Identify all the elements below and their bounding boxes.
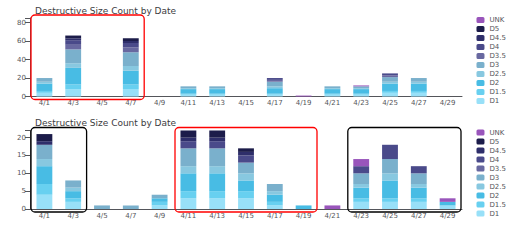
- svg-text:UNK: UNK: [489, 129, 504, 137]
- svg-text:D4.5: D4.5: [489, 147, 506, 155]
- svg-text:D1: D1: [489, 210, 499, 218]
- svg-text:20: 20: [17, 74, 26, 82]
- svg-text:4/9: 4/9: [154, 212, 165, 220]
- svg-text:UNK: UNK: [489, 16, 504, 24]
- svg-text:Destructive Size Count by Date: Destructive Size Count by Date: [35, 6, 177, 16]
- svg-text:D3.5: D3.5: [489, 52, 506, 60]
- svg-text:4/15: 4/15: [238, 212, 254, 220]
- svg-text:D3: D3: [489, 61, 499, 69]
- svg-text:D2.5: D2.5: [489, 183, 506, 191]
- svg-text:D4: D4: [489, 156, 499, 164]
- svg-text:4/5: 4/5: [96, 99, 107, 107]
- svg-text:4/19: 4/19: [296, 99, 312, 107]
- svg-text:D5: D5: [489, 138, 499, 146]
- svg-text:4/11: 4/11: [181, 99, 197, 107]
- svg-text:4/21: 4/21: [325, 99, 341, 107]
- svg-text:D1.5: D1.5: [489, 88, 506, 96]
- svg-text:4/25: 4/25: [382, 212, 398, 220]
- svg-text:D2: D2: [489, 192, 499, 200]
- svg-text:D3: D3: [489, 174, 499, 182]
- svg-text:D5: D5: [489, 25, 499, 33]
- svg-text:4/17: 4/17: [267, 99, 283, 107]
- svg-text:60: 60: [17, 37, 26, 45]
- svg-text:D2: D2: [489, 79, 499, 87]
- svg-text:4/3: 4/3: [68, 212, 79, 220]
- svg-text:D4.5: D4.5: [489, 34, 506, 42]
- svg-text:4/15: 4/15: [238, 99, 254, 107]
- svg-text:D4: D4: [489, 43, 499, 51]
- svg-text:4/29: 4/29: [440, 212, 456, 220]
- svg-text:4/1: 4/1: [39, 99, 50, 107]
- svg-text:80: 80: [17, 19, 26, 27]
- svg-text:5: 5: [22, 187, 26, 195]
- svg-text:4/25: 4/25: [382, 99, 398, 107]
- svg-text:Destructive Size Count by Date: Destructive Size Count by Date: [35, 118, 177, 128]
- svg-text:4/11: 4/11: [181, 212, 197, 220]
- svg-text:4/13: 4/13: [209, 99, 225, 107]
- svg-text:15: 15: [17, 151, 26, 159]
- svg-text:4/23: 4/23: [353, 99, 369, 107]
- svg-text:4/7: 4/7: [125, 99, 136, 107]
- svg-text:D1.5: D1.5: [489, 201, 506, 209]
- svg-text:4/7: 4/7: [125, 212, 136, 220]
- svg-text:40: 40: [17, 56, 26, 64]
- svg-text:D2.5: D2.5: [489, 70, 506, 78]
- svg-text:4/5: 4/5: [96, 212, 107, 220]
- svg-text:4/17: 4/17: [267, 212, 283, 220]
- svg-text:4/23: 4/23: [353, 212, 369, 220]
- svg-text:0: 0: [22, 205, 26, 213]
- svg-text:4/21: 4/21: [325, 212, 341, 220]
- svg-text:4/13: 4/13: [209, 212, 225, 220]
- svg-text:0: 0: [22, 93, 26, 101]
- svg-text:4/19: 4/19: [296, 212, 312, 220]
- svg-text:D1: D1: [489, 97, 499, 105]
- svg-text:4/27: 4/27: [411, 99, 427, 107]
- svg-text:4/3: 4/3: [68, 99, 79, 107]
- svg-text:20: 20: [17, 134, 26, 142]
- svg-text:4/9: 4/9: [154, 99, 165, 107]
- svg-text:4/29: 4/29: [440, 99, 456, 107]
- svg-text:10: 10: [17, 169, 26, 177]
- svg-text:4/27: 4/27: [411, 212, 427, 220]
- svg-text:D3.5: D3.5: [489, 165, 506, 173]
- svg-text:4/1: 4/1: [39, 212, 50, 220]
